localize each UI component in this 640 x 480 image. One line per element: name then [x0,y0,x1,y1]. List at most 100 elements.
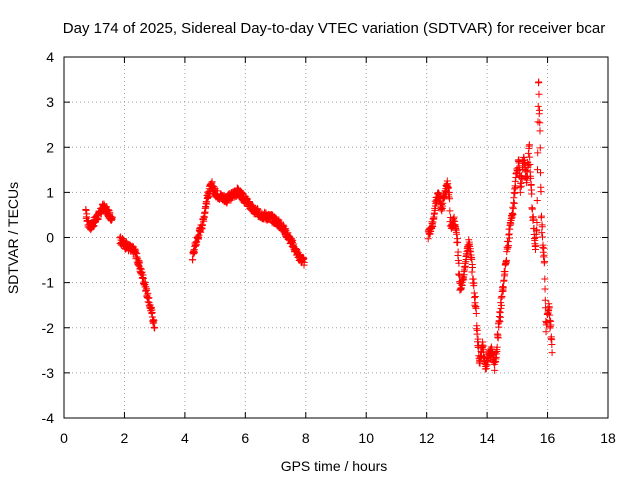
data-point [524,162,532,170]
data-point [537,188,545,196]
x-axis-label: GPS time / hours [281,458,388,474]
data-point [547,321,555,329]
data-point [511,177,519,185]
data-point [446,207,454,215]
data-point [473,326,481,334]
data-point [300,254,308,262]
data-point [454,238,462,246]
data-point [534,118,542,126]
data-point [511,189,519,197]
x-tick-label: 10 [358,430,374,446]
x-tick-label: 14 [479,430,495,446]
data-point [482,365,490,373]
data-point [90,222,98,230]
data-point [499,284,507,292]
data-point [493,343,501,351]
data-point [446,195,454,203]
data-point [540,251,548,259]
y-tick-label: 1 [46,184,54,200]
data-point [438,200,446,208]
data-point [496,308,504,316]
data-point [526,161,534,169]
data-point [528,205,536,213]
data-point [533,166,541,174]
data-point [503,256,511,264]
data-point [468,268,476,276]
data-point [300,258,308,266]
y-tick-label: 2 [46,139,54,155]
data-point [453,230,461,238]
x-tick-label: 12 [419,430,435,446]
data-point [533,197,541,205]
data-point [540,244,548,252]
data-point [199,221,207,229]
y-tick-label: -3 [42,365,55,381]
data-point [539,233,547,241]
data-point [541,275,549,283]
data-point [534,102,542,110]
x-tick-label: 2 [121,430,129,446]
x-tick-label: 4 [181,430,189,446]
data-point [500,276,508,284]
data-point [150,316,158,324]
data-point [533,226,541,234]
chart-title: Day 174 of 2025, Sidereal Day-to-day VTE… [63,20,605,37]
data-point [546,316,554,324]
y-tick-label: -4 [42,410,55,426]
data-point [108,213,116,221]
x-tick-label: 8 [302,430,310,446]
data-point [532,242,540,250]
data-point [82,206,90,214]
data-point [505,242,513,250]
data-point [536,144,544,152]
data-point [497,304,505,312]
data-point [496,317,504,325]
data-point [526,153,534,161]
data-point [424,235,432,243]
data-point [469,263,477,271]
data-point [138,268,146,276]
data-point [472,310,480,318]
data-point [189,256,197,264]
data-points [82,78,556,374]
data-point [431,206,439,214]
y-tick-label: -1 [42,275,55,291]
data-point [455,259,463,267]
data-point [450,213,458,221]
data-point [284,229,292,237]
data-point [539,241,547,249]
data-point [537,169,545,177]
x-tick-label: 16 [540,430,556,446]
data-point [494,334,502,342]
data-point [517,179,525,187]
data-point [528,190,536,198]
data-point [491,348,499,356]
data-point [468,255,476,263]
data-point [501,268,509,276]
data-point [143,285,151,293]
data-point [471,293,479,301]
data-point [497,294,505,302]
data-point [541,285,549,293]
data-point [534,149,542,157]
data-point [456,285,464,293]
data-point [473,322,481,330]
x-tick-label: 0 [60,430,68,446]
data-point [536,127,544,135]
data-point [279,221,287,229]
data-point [542,328,550,336]
y-tick-label: 4 [46,49,54,65]
data-point [545,303,553,311]
data-point [454,248,462,256]
data-point [541,296,549,304]
data-point [535,78,543,86]
data-point [238,188,246,196]
data-point [471,299,479,307]
data-point [535,90,543,98]
x-tick-label: 6 [241,430,249,446]
data-point [536,119,544,127]
data-point [491,366,499,374]
data-point [497,301,505,309]
data-point [540,253,548,261]
